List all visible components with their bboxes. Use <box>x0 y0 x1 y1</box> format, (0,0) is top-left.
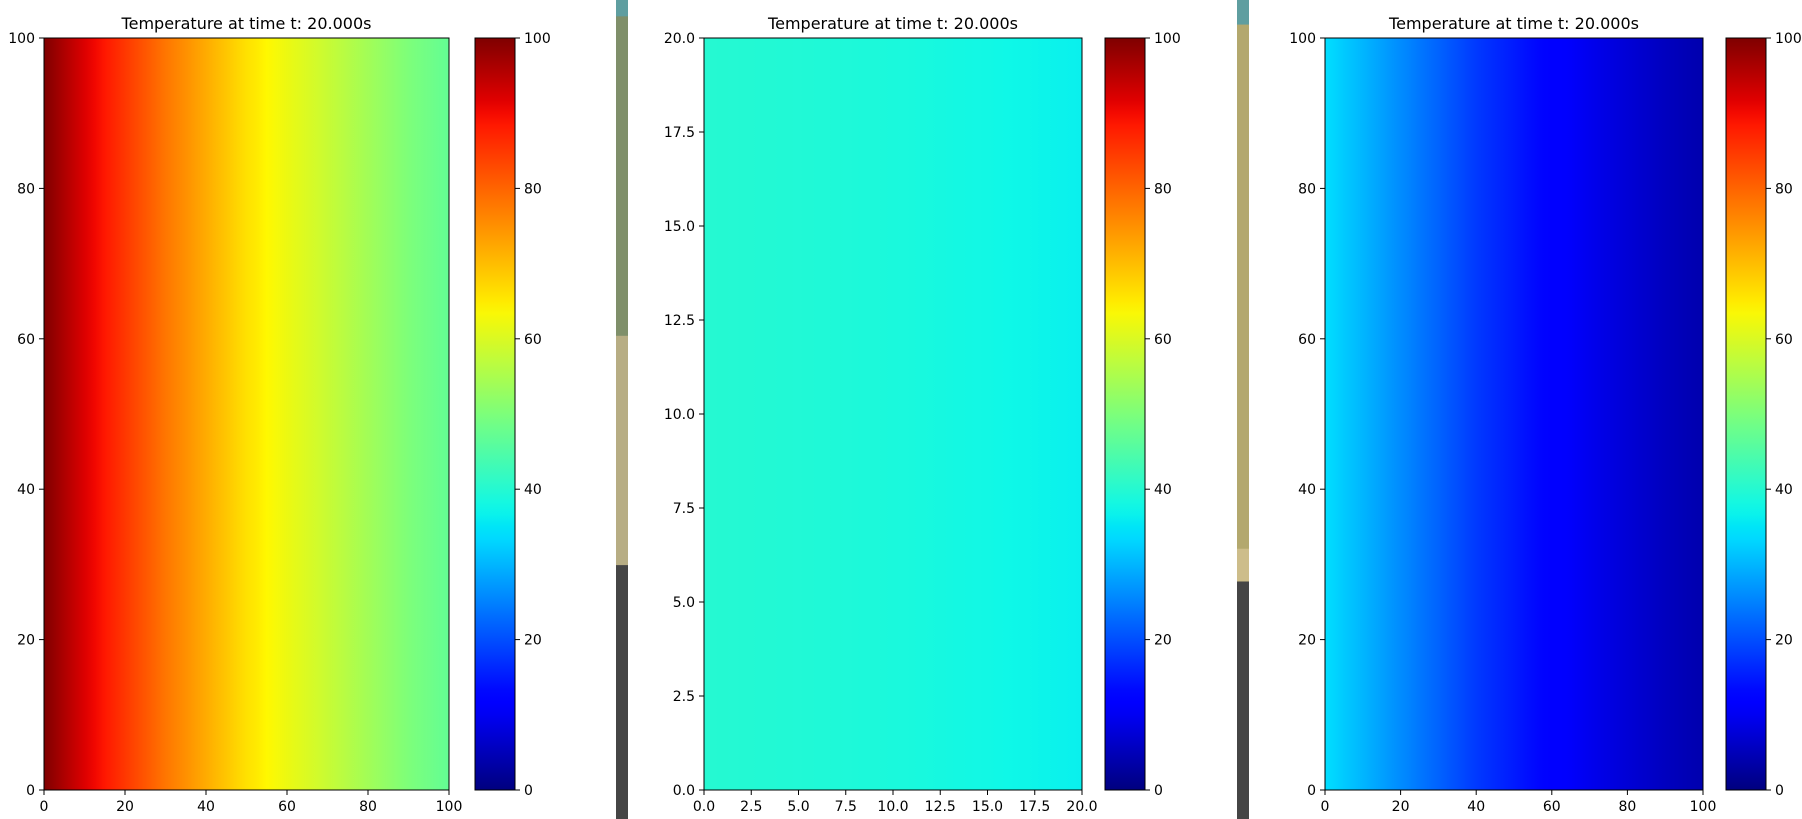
heatmap-panel-3: Temperature at time t: 20.000s 0 20 40 60 80 1… <box>1289 14 1801 815</box>
colorbar-tick-label: 80 <box>1154 181 1172 197</box>
colorbar <box>474 37 516 791</box>
divider-segment <box>616 16 628 337</box>
x-tick-label: 40 <box>1467 799 1485 815</box>
y-tick-label: 17.5 <box>664 125 695 141</box>
colorbar-tick-label: 20 <box>1775 633 1793 649</box>
y-tick-label: 0 <box>1307 783 1316 799</box>
colorbar-tick-label: 100 <box>1154 31 1181 47</box>
x-tick-label: 0.0 <box>693 799 715 815</box>
y-tick-label: 10.0 <box>664 407 695 423</box>
x-tick-label: 100 <box>436 799 463 815</box>
x-tick-label: 10.0 <box>877 799 908 815</box>
colorbar-tick-label: 40 <box>1154 482 1172 498</box>
heatmap-panel-1: Temperature at time t: 20.000s 0 20 40 60 80 1… <box>8 14 550 815</box>
chart-title: Temperature at time t: 20.000s <box>121 14 372 33</box>
x-tick-label: 20.0 <box>1066 799 1097 815</box>
y-tick-label: 5.0 <box>673 595 695 611</box>
colorbar-tick-label: 60 <box>1775 332 1793 348</box>
heatmap-panel-2: Temperature at time t: 20.000s 0.0 2.5 5.0 7… <box>664 14 1181 815</box>
colorbar-tick-label: 0 <box>1775 783 1784 799</box>
colorbar-tick-label: 20 <box>524 633 542 649</box>
y-tick-label: 100 <box>1289 31 1316 47</box>
x-tick-label: 2.5 <box>740 799 762 815</box>
colorbar-tick-label: 60 <box>524 332 542 348</box>
colorbar-tick-label: 40 <box>524 482 542 498</box>
colorbar-tick-label: 80 <box>524 181 542 197</box>
x-tick-label: 17.5 <box>1019 799 1050 815</box>
colorbar-tick-label: 0 <box>524 783 533 799</box>
divider-segment <box>1237 548 1249 582</box>
x-tick-label: 7.5 <box>835 799 857 815</box>
y-tick-label: 0 <box>26 783 35 799</box>
y-tick-label: 40 <box>17 482 35 498</box>
x-tick-label: 80 <box>1618 799 1636 815</box>
heatmap-panels: Temperature at time t: 20.000s 0 20 40 60 80 1… <box>8 14 1801 815</box>
heatmap-image <box>1325 38 1703 790</box>
x-tick-label: 40 <box>197 799 215 815</box>
y-tick-label: 15.0 <box>664 219 695 235</box>
chart-title: Temperature at time t: 20.000s <box>767 14 1018 33</box>
colorbar-tick-label: 40 <box>1775 482 1793 498</box>
colorbar-tick-label: 100 <box>524 31 551 47</box>
x-tick-label: 0 <box>40 799 49 815</box>
y-tick-label: 0.0 <box>673 783 695 799</box>
x-tick-label: 12.5 <box>925 799 956 815</box>
divider-segment <box>616 0 628 17</box>
x-tick-label: 20 <box>1392 799 1410 815</box>
y-tick-label: 60 <box>17 332 35 348</box>
colorbar-tick-label: 20 <box>1154 633 1172 649</box>
x-tick-label: 20 <box>116 799 134 815</box>
x-tick-label: 60 <box>278 799 296 815</box>
y-tick-label: 20.0 <box>664 31 695 47</box>
divider-segment <box>1237 24 1249 550</box>
heatmap-image <box>704 38 1082 790</box>
x-tick-label: 15.0 <box>972 799 1003 815</box>
y-tick-label: 100 <box>8 31 35 47</box>
divider-segment <box>1237 0 1249 26</box>
heatmap-image <box>44 38 449 790</box>
y-tick-label: 20 <box>17 633 35 649</box>
x-tick-label: 0 <box>1321 799 1330 815</box>
x-tick-label: 5.0 <box>787 799 809 815</box>
y-tick-label: 2.5 <box>673 689 695 705</box>
y-tick-label: 12.5 <box>664 313 695 329</box>
divider-segment <box>1237 581 1249 819</box>
plot-frame <box>1324 37 1704 791</box>
divider-segment <box>616 565 628 819</box>
panel-dividers <box>616 0 1249 819</box>
colorbar <box>1725 37 1767 791</box>
y-tick-label: 20 <box>1298 633 1316 649</box>
divider-segment <box>616 335 628 566</box>
x-tick-label: 100 <box>1690 799 1717 815</box>
colorbar-tick-label: 80 <box>1775 181 1793 197</box>
y-tick-label: 40 <box>1298 482 1316 498</box>
colorbar <box>1104 37 1146 791</box>
colorbar-tick-label: 0 <box>1154 783 1163 799</box>
x-tick-label: 80 <box>359 799 377 815</box>
chart-title: Temperature at time t: 20.000s <box>1388 14 1639 33</box>
plot-frame <box>43 37 450 791</box>
colorbar-tick-label: 100 <box>1775 31 1802 47</box>
y-tick-label: 60 <box>1298 332 1316 348</box>
y-tick-label: 80 <box>1298 181 1316 197</box>
x-tick-label: 60 <box>1543 799 1561 815</box>
y-tick-label: 7.5 <box>673 501 695 517</box>
colorbar-tick-label: 60 <box>1154 332 1172 348</box>
y-tick-label: 80 <box>17 181 35 197</box>
